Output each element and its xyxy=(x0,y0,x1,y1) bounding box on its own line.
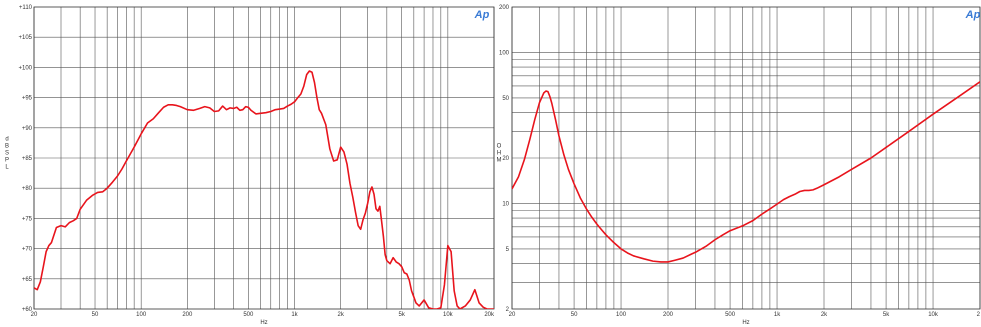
y-tick-label: +80 xyxy=(22,186,33,192)
y-tick-label: +95 xyxy=(22,96,33,102)
y-tick-labels: +60 +65 +70 +75 +80 +85 +90 +95 +100 +105 +110 xyxy=(18,5,32,313)
x-tick-label: 50 xyxy=(92,312,99,318)
spl-chart: 20 50 100 200 500 1k 2k 5k 10k 20k +60 +65 +70 +75 +80… xyxy=(5,5,495,326)
x-tick-label: 5k xyxy=(883,312,890,318)
plot-frame xyxy=(511,6,981,310)
x-tick-labels: 20 50 100 200 500 1k 2k 5k 10k 20k xyxy=(31,312,495,318)
y-tick-label: 10 xyxy=(502,201,509,207)
y-tick-label: +85 xyxy=(22,156,33,162)
x-tick-label: 200 xyxy=(663,312,674,318)
y-tick-label: +65 xyxy=(22,277,33,283)
x-tick-label: 2 xyxy=(977,312,981,318)
grid xyxy=(33,7,495,309)
x-tick-label: 100 xyxy=(616,312,627,318)
series-line xyxy=(34,70,494,309)
x-tick-label: 20 xyxy=(509,312,516,318)
x-tick-label: 10k xyxy=(928,312,939,318)
ap-logo: Ap xyxy=(474,9,490,21)
y-tick-labels: 2 5 10 20 50 100 200 xyxy=(499,5,510,313)
x-tick-label: 10k xyxy=(443,312,454,318)
impedance-chart: 20 50 100 200 500 1k 2k 5k 10k 2 2 5 10 20 50 100 200 Hz O… xyxy=(497,5,981,326)
y-tick-label: 100 xyxy=(499,50,510,56)
x-axis-label: Hz xyxy=(742,320,749,326)
x-tick-label: 1k xyxy=(291,312,298,318)
y-tick-label: +70 xyxy=(22,247,33,253)
spl-chart-panel: 20 50 100 200 500 1k 2k 5k 10k 20k +60 +65 +70 +75 +80… xyxy=(5,5,495,326)
plot-frame xyxy=(33,6,495,310)
grid xyxy=(511,7,981,309)
y-tick-label: 200 xyxy=(499,5,510,11)
x-tick-label: 5k xyxy=(399,312,406,318)
x-tick-label: 500 xyxy=(725,312,736,318)
y-tick-label: +90 xyxy=(22,126,33,132)
x-tick-label: 20 xyxy=(31,312,38,318)
impedance-chart-panel: 20 50 100 200 500 1k 2k 5k 10k 2 2 5 10 20 50 100 200 Hz O… xyxy=(495,0,981,327)
y-tick-label: 20 xyxy=(502,156,509,162)
x-tick-label: 2k xyxy=(337,312,344,318)
x-tick-label: 200 xyxy=(182,312,193,318)
x-tick-label: 2k xyxy=(821,312,828,318)
x-tick-label: 1k xyxy=(774,312,781,318)
x-axis-label: Hz xyxy=(260,320,267,326)
y-tick-label: 2 xyxy=(506,307,510,313)
y-tick-label: +100 xyxy=(18,65,32,71)
x-tick-labels: 20 50 100 200 500 1k 2k 5k 10k 2 xyxy=(509,312,981,318)
y-tick-label: +75 xyxy=(22,216,33,222)
ap-logo: Ap xyxy=(965,9,981,21)
y-tick-label: 50 xyxy=(502,96,509,102)
x-tick-label: 100 xyxy=(136,312,147,318)
y-tick-label: 5 xyxy=(506,247,510,253)
x-tick-label: 20k xyxy=(484,312,495,318)
series-line xyxy=(512,81,980,263)
y-tick-label: +60 xyxy=(22,307,33,313)
x-tick-label: 500 xyxy=(243,312,254,318)
y-tick-label: +110 xyxy=(19,5,33,11)
y-tick-label: +105 xyxy=(18,35,32,41)
x-tick-label: 50 xyxy=(571,312,578,318)
